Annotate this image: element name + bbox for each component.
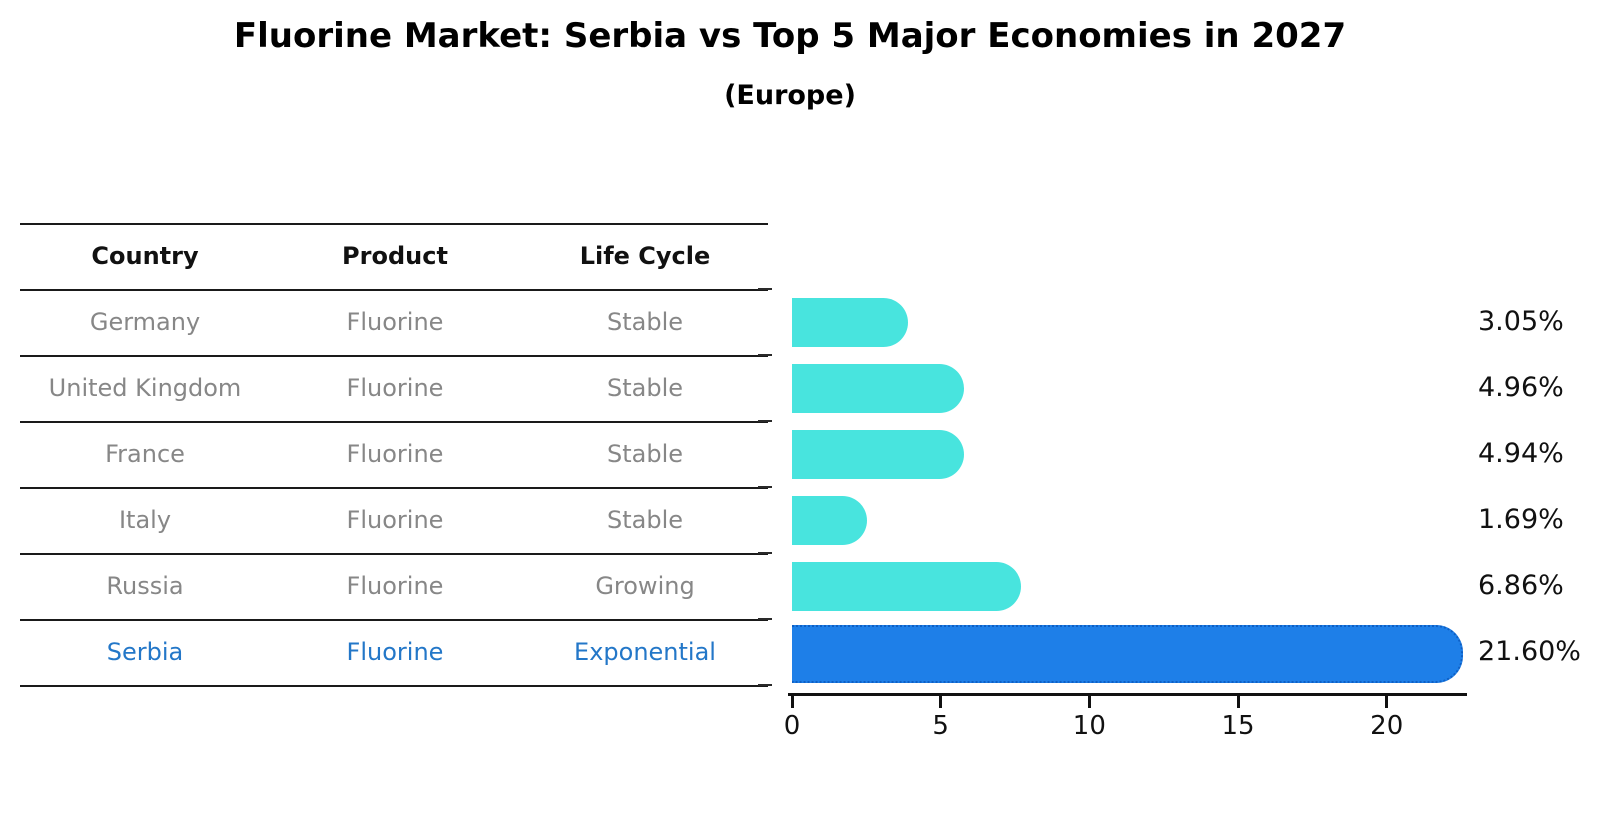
chart-subtitle: (Europe) [724,80,856,111]
y-axis-tick [758,684,772,686]
value-label-italy: 1.69% [1478,504,1564,535]
x-axis-tick-15 [1236,696,1240,708]
table-line [20,355,768,357]
table-row-serbia-cell: Serbia [106,638,184,666]
table-line [20,553,768,555]
table-row-france-cell: Stable [606,440,684,468]
table-row-italy-cell: Stable [606,506,684,534]
table-row-germany-cell: Stable [606,308,684,336]
table-row-germany-cell: Fluorine [346,308,444,336]
value-label-germany: 3.05% [1478,306,1564,337]
y-axis-tick [758,552,772,554]
table-row-italy-cell: Italy [118,506,172,534]
x-axis-tick-label-15: 15 [1221,711,1255,741]
x-axis-tick-20 [1385,696,1389,708]
x-axis-tick-label-5: 5 [932,711,949,741]
column-header-product: Product [342,242,448,270]
table-line [20,421,768,423]
table-row-serbia-cell: Fluorine [346,638,444,666]
table-row-united-kingdom-cell: United Kingdom [48,374,242,402]
table-line [20,223,768,225]
y-axis-tick [758,486,772,488]
table-row-russia-cell: Growing [595,572,695,600]
x-axis-tick-label-0: 0 [783,711,801,741]
bar-russia [792,561,1021,611]
table-row-united-kingdom-cell: Stable [606,374,684,402]
table-row-united-kingdom-cell: Fluorine [346,374,444,402]
bar-italy [792,495,867,545]
table-row-france-cell: France [105,440,185,468]
table-line [20,289,768,291]
value-label-russia: 6.86% [1478,570,1564,601]
x-axis-tick-0 [790,696,794,708]
chart-title: Fluorine Market: Serbia vs Top 5 Major E… [233,16,1347,56]
x-axis-tick-label-20: 20 [1370,711,1404,741]
table-row-serbia-cell: Exponential [574,638,716,666]
table-row-italy-cell: Fluorine [346,506,444,534]
x-axis-tick-10 [1087,696,1091,708]
y-axis-tick [758,618,772,620]
table-line [20,487,768,489]
table-line [20,685,768,687]
table-row-germany-cell: Germany [89,308,201,336]
x-axis-line [788,693,1467,696]
value-label-united-kingdom: 4.96% [1478,372,1564,403]
table-row-russia-cell: Russia [106,572,184,600]
value-label-serbia: 21.60% [1478,636,1581,667]
x-axis-tick-5 [939,696,943,708]
column-header-country: Country [91,242,199,270]
column-header-life-cycle: Life Cycle [579,242,711,270]
bar-serbia [792,625,1463,683]
bar-france [792,429,964,479]
value-label-france: 4.94% [1478,438,1564,469]
bar-united-kingdom [792,363,964,413]
table-row-russia-cell: Fluorine [346,572,444,600]
bar-germany [792,297,908,347]
x-axis-tick-label-10: 10 [1072,711,1106,741]
y-axis-tick [758,354,772,356]
y-axis-tick [758,288,772,290]
y-axis-tick [758,420,772,422]
table-row-france-cell: Fluorine [346,440,444,468]
table-line [20,619,768,621]
